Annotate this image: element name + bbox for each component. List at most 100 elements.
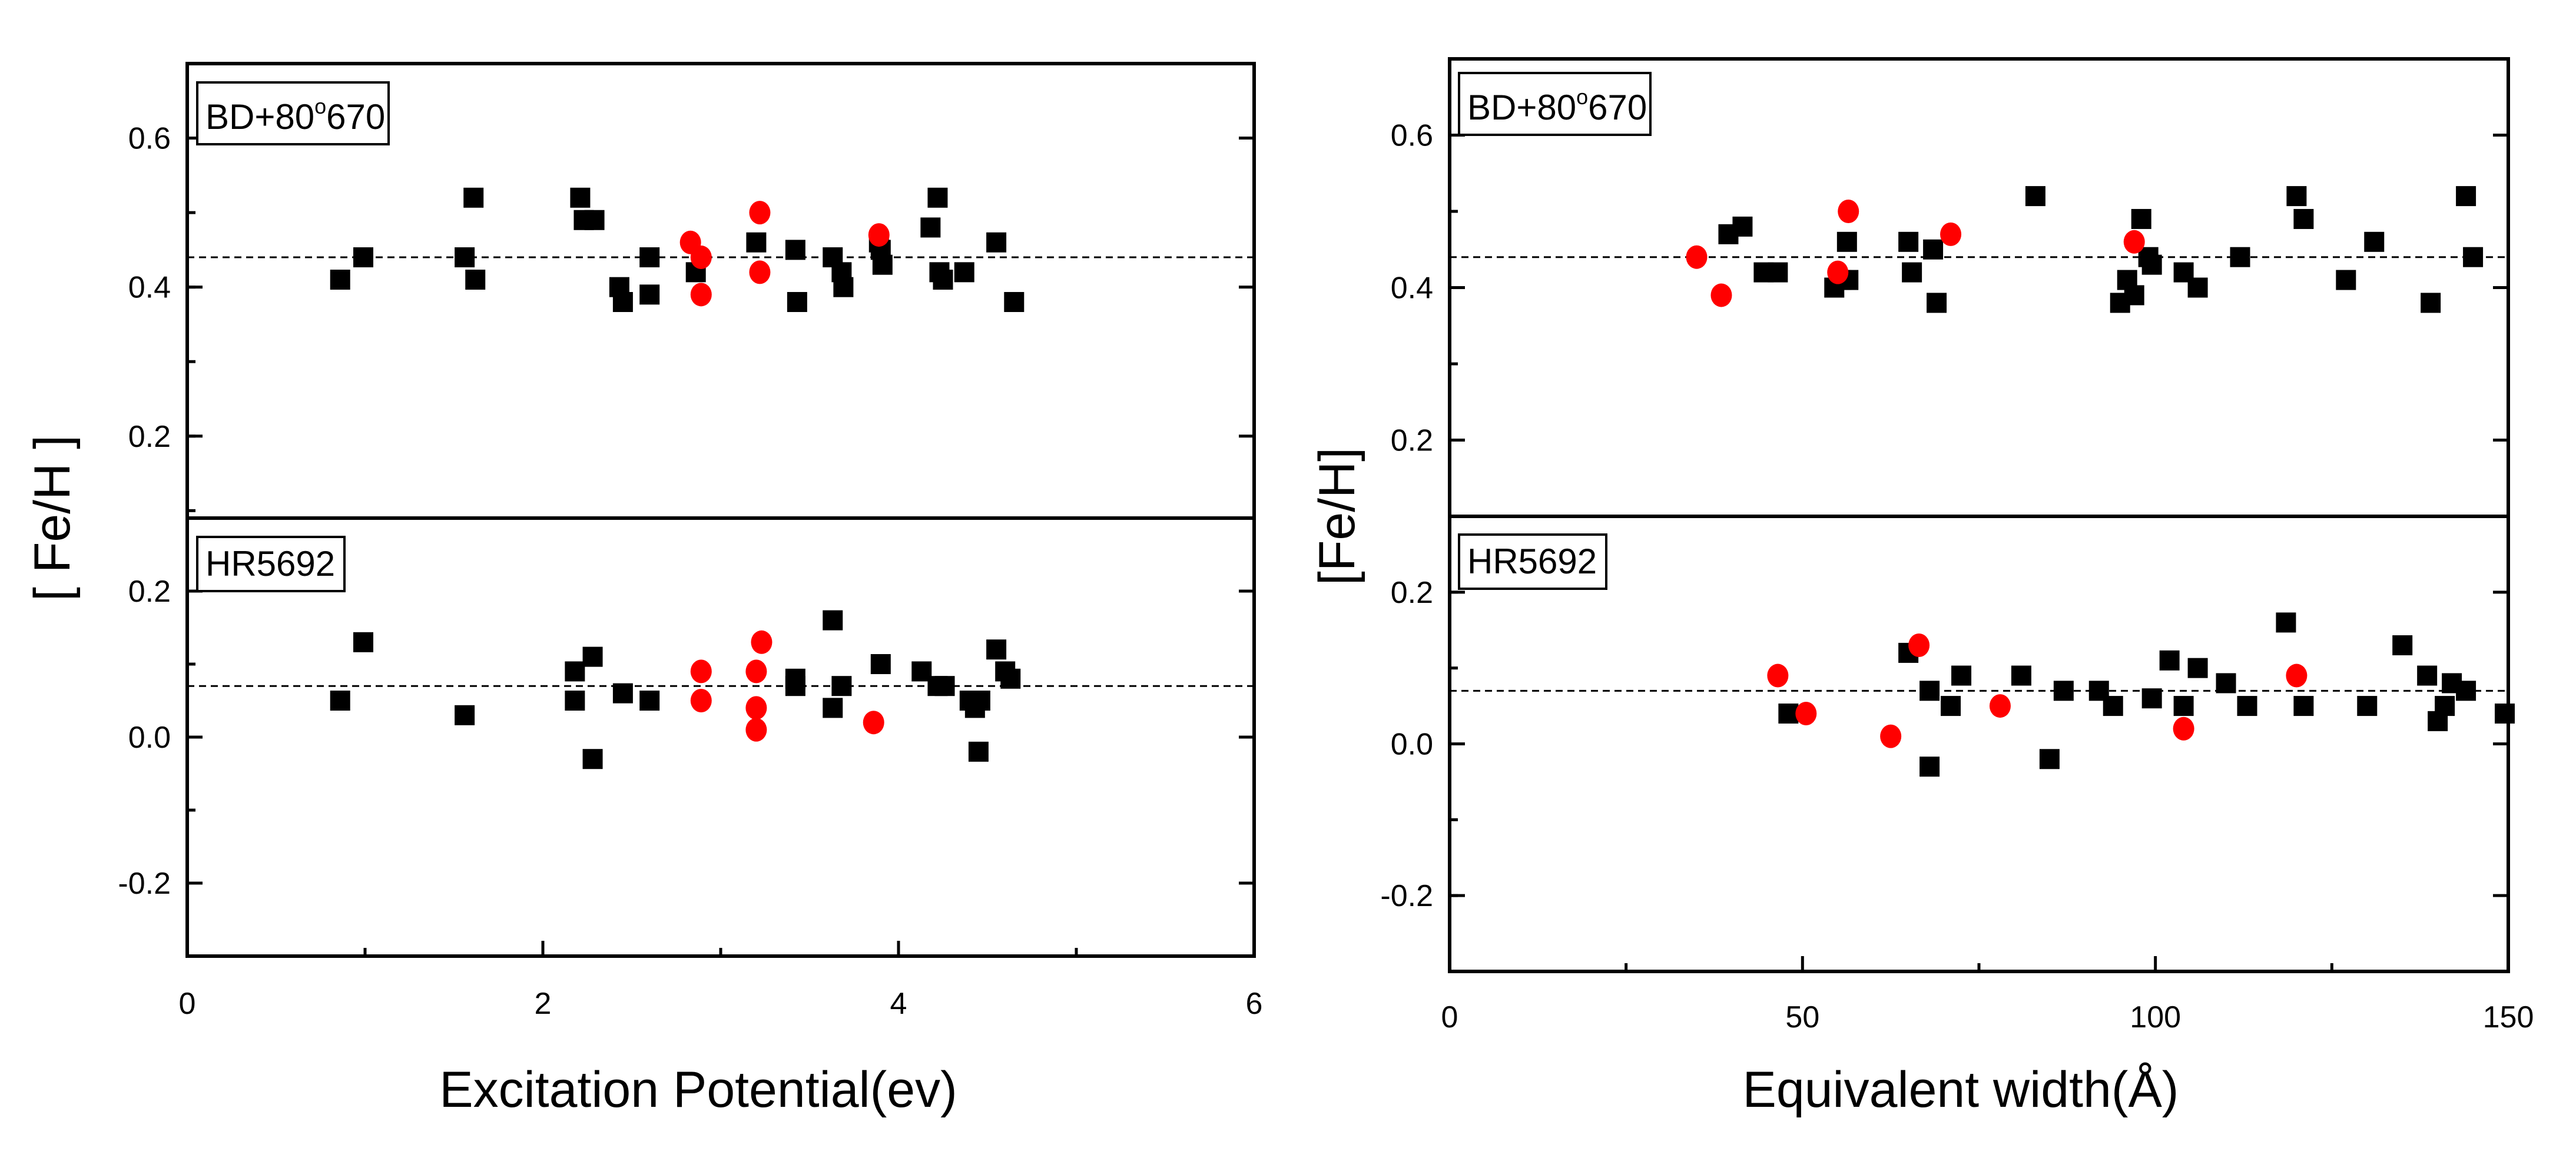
y-tick-label: 0.2 [1391,576,1433,610]
data-point-circle [2173,716,2194,741]
chart-excitation-potential: 0.2 0.4 0.6 BD+80o670 -0.2 0.0 0.2 HR5692 0 2 4 6 Ex… [24,62,1262,1118]
data-point-circle [690,246,712,270]
data-point-square [1919,757,1940,777]
data-point-circle [1908,633,1930,658]
y-tick-label: 0.4 [128,271,171,305]
data-point-square [2230,247,2250,267]
data-point-square [2187,277,2208,298]
data-point-square [2456,681,2476,701]
data-point-square [934,676,955,696]
data-point-square [1004,291,1025,312]
data-point-square [330,691,350,711]
data-point-square [582,749,603,769]
data-point-square [2417,665,2438,686]
y-tick-label: 0.0 [1391,728,1433,762]
y-tick-label: 0.2 [128,575,171,609]
y-tick-label: 0.6 [1391,119,1433,153]
y-tick-label: 0.4 [1391,271,1433,306]
plot-frame [185,62,1256,958]
data-point-circle [2286,664,2308,688]
data-point-circle [1827,260,1849,284]
data-point-square [465,270,486,290]
data-point-square [330,270,350,290]
data-point-square [2293,208,2314,229]
series-fe-i [330,187,1025,312]
star-label: BD+80o670 [1467,85,1647,127]
series-fe-ii [1767,633,2308,748]
data-point-square [1902,262,1922,283]
data-point-square [1768,262,1788,283]
y-axis-title: [ Fe/H ] [24,435,81,601]
data-point-circle [749,201,771,225]
star-label: HR5692 [1467,542,1597,581]
data-point-square [1836,231,1857,252]
y-tick-label: -0.2 [118,867,171,901]
data-point-square [570,187,591,208]
data-point-circle [1989,694,2011,718]
data-point-square [954,262,974,283]
data-point-circle [1686,245,1708,269]
data-point-circle [690,689,712,712]
data-point-square [933,270,953,290]
x-tick-label: 100 [2130,1000,2181,1034]
data-point-square [968,741,989,762]
data-point-square [2456,186,2476,207]
data-point-circle [868,223,890,247]
data-point-square [2293,696,2314,716]
data-point-square [1941,696,1961,716]
data-point-square [2357,696,2378,716]
data-point-square [2103,696,2123,716]
star-label-box [1458,533,1607,590]
panel-hr5692: -0.2 0.0 0.2 HR5692 [1380,533,2515,913]
data-point-square [639,284,660,305]
series-fe-ii [679,201,890,307]
x-tick-label: 4 [890,987,907,1021]
y-axis-title: [Fe/H] [1309,447,1365,585]
series-fe-i [1718,186,2484,313]
series-fe-i [330,610,1021,769]
data-point-square [2276,612,2296,633]
data-point-square [2025,186,2045,207]
data-point-square [463,187,484,208]
data-point-square [833,277,854,297]
data-point-square [986,232,1007,253]
panel-hr5692: -0.2 0.0 0.2 HR5692 [118,536,1254,901]
data-point-circle [2123,230,2145,254]
data-point-circle [1710,283,1732,307]
data-point-square [639,691,660,711]
data-point-square [787,291,807,312]
data-point-square [927,187,948,208]
data-point-square [455,705,475,725]
x-tick-label: 0 [179,987,196,1021]
data-point-circle [1880,724,1902,748]
data-point-square [823,610,843,631]
y-tick-label: 0.6 [128,122,171,156]
data-point-circle [690,283,712,307]
data-point-square [746,232,767,253]
series-fe-ii [1686,200,2145,307]
star-label: HR5692 [205,544,335,583]
data-point-square [1898,231,1919,252]
data-point-circle [1767,664,1789,688]
data-point-square [2216,673,2236,694]
x-tick-label: 50 [1785,1000,1819,1034]
data-point-square [2364,231,2385,252]
data-point-square [823,698,843,718]
chart-equivalent-width: 0.2 0.4 0.6 BD+80o670 -0.2 0.0 0.2 HR5692 0 50 100… [1309,57,2534,1118]
series-fe-i [1778,612,2515,777]
data-point-square [2392,635,2413,656]
data-point-square [1923,239,1944,260]
data-point-square [2173,696,2194,716]
data-point-square [353,632,373,652]
data-point-square [612,683,633,704]
series-fe-ii [690,630,884,742]
data-point-square [582,646,603,667]
x-tick-label: 150 [2483,1000,2534,1034]
x-axis-title: Equivalent width(Å) [1743,1062,2179,1118]
data-point-square [2286,186,2307,207]
data-point-square [986,639,1007,660]
data-point-square [1778,703,1799,724]
data-point-circle [1838,200,1859,223]
data-point-square [612,291,633,312]
